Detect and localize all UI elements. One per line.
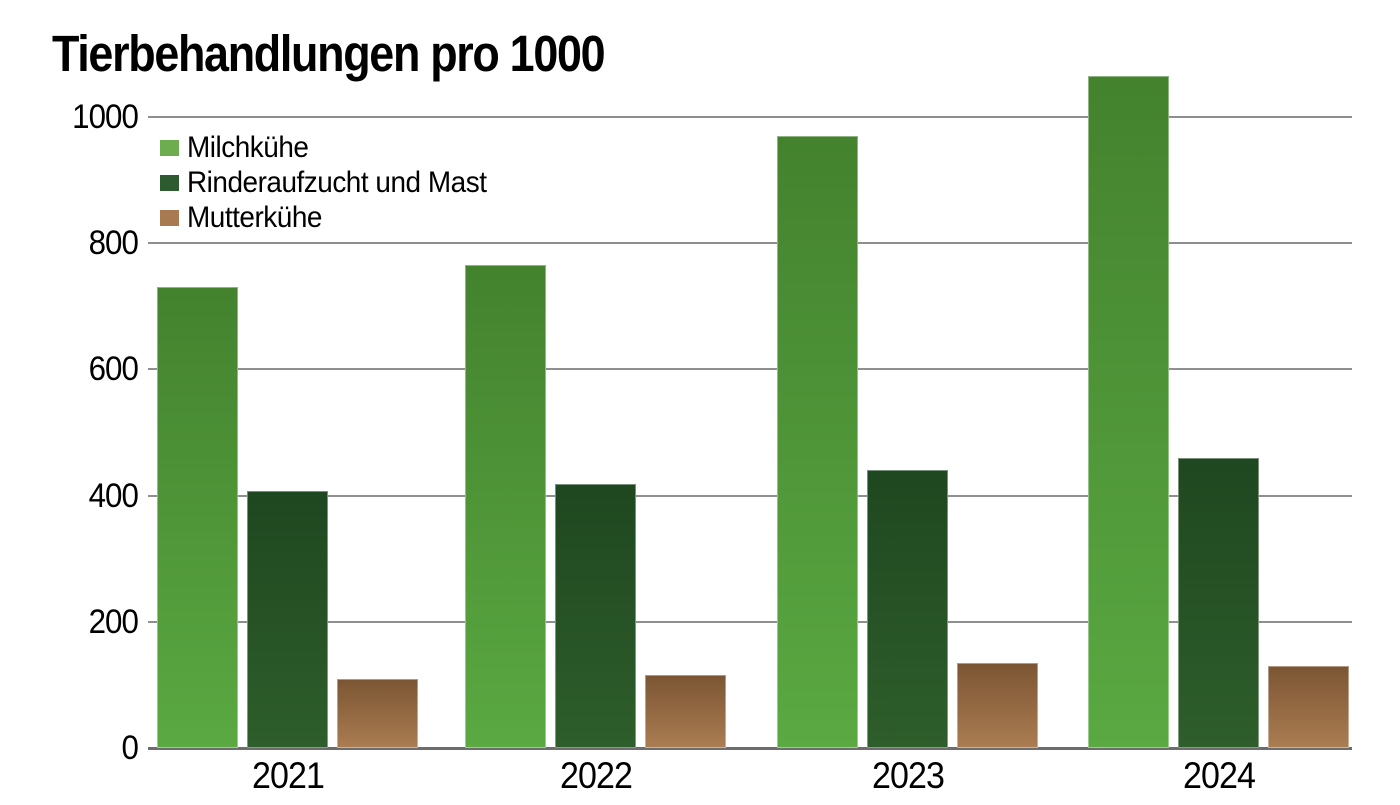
gridline-400 [148, 494, 1352, 497]
bar-milchk-he-2024 [1088, 76, 1169, 748]
y-tick-label-1000: 1000 [72, 98, 139, 136]
x-tick-label-2023: 2023 [871, 755, 944, 796]
bar-milchk-he-2023 [777, 136, 858, 748]
legend: Milchkühe Rinderaufzucht und Mast Mutterkü… [160, 130, 509, 235]
chart-title: Tierbehandlungen pro 1000 [52, 25, 606, 82]
y-tick-label-600: 600 [88, 350, 139, 389]
legend-label: Rinderaufzucht und Mast [187, 166, 487, 199]
gridline-600 [148, 368, 1352, 371]
bar-milchk-he-2021 [157, 287, 238, 748]
x-tick-label-2022: 2022 [559, 755, 632, 796]
y-tick-label-400: 400 [88, 476, 139, 515]
bar-mutterk-he-2024 [1268, 666, 1349, 748]
bar-mutterk-he-2022 [645, 675, 726, 748]
bar-rinderaufzucht-und-mast-2022 [555, 484, 636, 748]
legend-label: Milchkühe [187, 131, 309, 164]
bar-rinderaufzucht-und-mast-2023 [867, 470, 948, 748]
gridline-800 [148, 242, 1352, 245]
legend-item: Mutterkühe [160, 200, 509, 235]
y-tick-label-0: 0 [121, 729, 139, 767]
legend-label: Mutterkühe [187, 201, 322, 234]
gridline-200 [148, 620, 1352, 623]
bar-rinderaufzucht-und-mast-2024 [1178, 458, 1259, 748]
legend-swatch-icon [160, 174, 179, 191]
legend-swatch-icon [160, 209, 179, 226]
legend-item: Rinderaufzucht und Mast [160, 165, 509, 200]
bar-milchk-he-2022 [465, 265, 546, 748]
legend-item: Milchkühe [160, 130, 509, 165]
bar-mutterk-he-2023 [957, 663, 1038, 748]
x-tick-label-2021: 2021 [251, 755, 324, 796]
y-tick-label-200: 200 [88, 602, 139, 641]
gridline-0 [148, 747, 1352, 750]
gridline-1000 [148, 116, 1352, 118]
x-tick-label-2024: 2024 [1182, 755, 1255, 796]
bar-mutterk-he-2021 [337, 679, 418, 748]
bar-rinderaufzucht-und-mast-2021 [247, 491, 328, 748]
legend-swatch-icon [160, 139, 179, 156]
y-tick-label-800: 800 [88, 224, 139, 263]
